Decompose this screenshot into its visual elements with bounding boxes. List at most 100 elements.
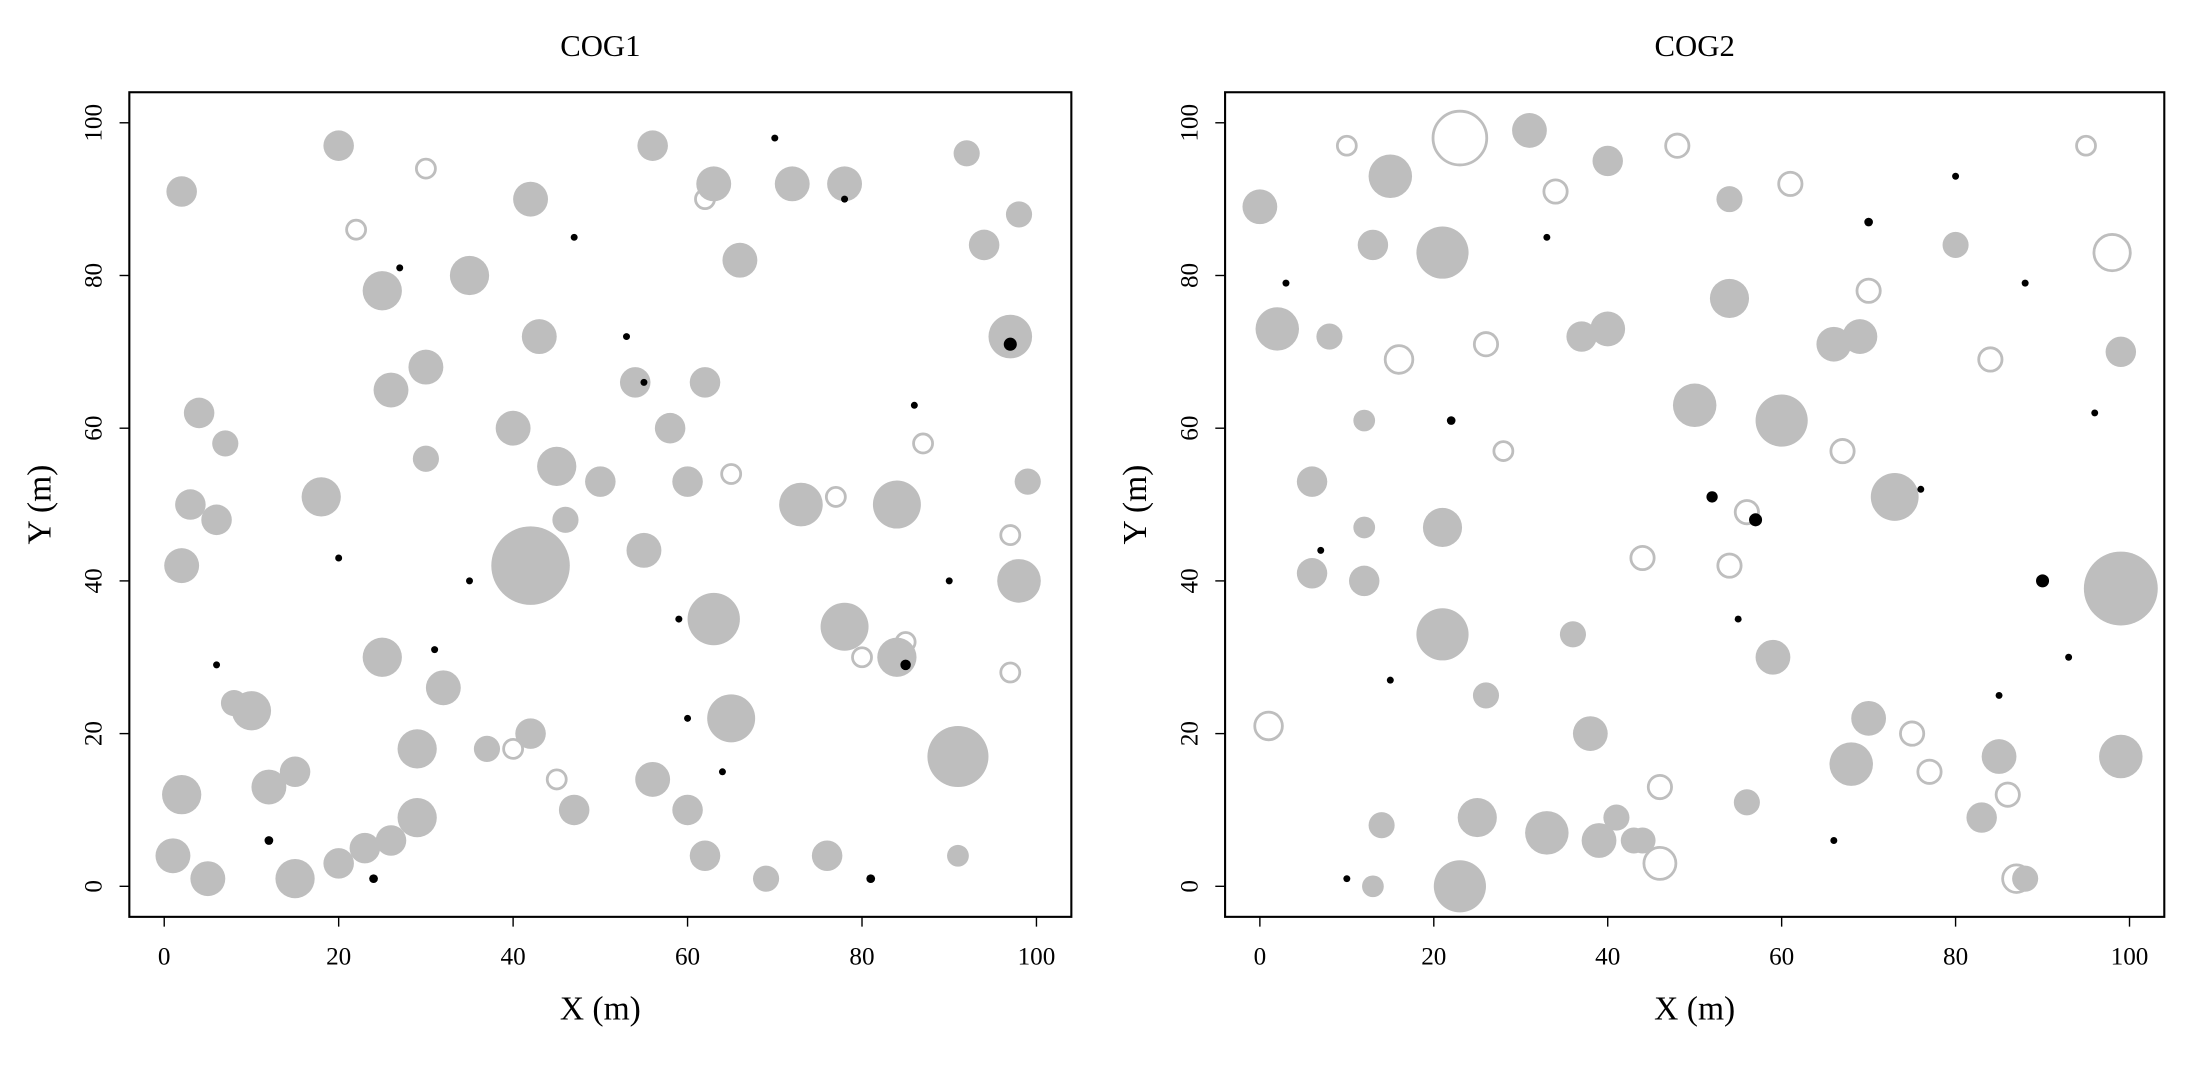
- point: [626, 532, 662, 568]
- point: [1642, 846, 1678, 881]
- point: [820, 602, 869, 651]
- point: [1542, 178, 1569, 205]
- point: [175, 489, 206, 520]
- point: [414, 157, 437, 180]
- point: [997, 559, 1041, 603]
- point: [473, 735, 501, 762]
- point: [1386, 676, 1394, 684]
- point: [570, 233, 578, 241]
- point: [301, 477, 341, 517]
- point: [585, 466, 616, 497]
- point: [1362, 875, 1384, 898]
- point: [1816, 326, 1852, 362]
- point: [2091, 409, 2099, 417]
- point: [851, 646, 873, 669]
- point: [672, 466, 703, 497]
- x-axis-label: X (m): [1654, 991, 1735, 1028]
- point: [927, 725, 989, 788]
- point: [1353, 516, 1376, 539]
- point: [718, 768, 726, 776]
- point: [521, 319, 557, 355]
- point: [513, 181, 549, 217]
- x-axis-label: X (m): [560, 991, 641, 1028]
- point: [637, 130, 668, 161]
- y-axis-label: Y (m): [1117, 465, 1154, 545]
- x-tick-label: 0: [1254, 944, 1267, 971]
- point: [1603, 804, 1630, 831]
- point: [2099, 734, 2143, 779]
- point: [689, 840, 721, 872]
- point: [335, 554, 343, 562]
- point: [1446, 416, 1456, 425]
- point: [1572, 716, 1608, 751]
- point: [619, 367, 651, 398]
- x-tick-label: 20: [1421, 944, 1446, 971]
- point: [491, 526, 570, 605]
- point: [1317, 546, 1325, 554]
- chart-title: COG2: [1655, 29, 1735, 63]
- point: [1966, 802, 1997, 833]
- point: [1709, 278, 1750, 318]
- x-tick-label: 100: [2111, 944, 2149, 971]
- point: [1416, 226, 1469, 279]
- point: [1316, 323, 1343, 350]
- point: [1282, 279, 1290, 287]
- point: [1917, 485, 1925, 493]
- point: [349, 832, 381, 864]
- point: [1422, 507, 1463, 548]
- plot-frame: [128, 91, 1073, 918]
- point: [1253, 710, 1284, 742]
- point: [1431, 109, 1489, 167]
- point: [1977, 346, 2004, 373]
- point: [1296, 558, 1328, 589]
- point: [1716, 186, 1743, 213]
- point: [1005, 201, 1033, 228]
- point: [779, 482, 823, 527]
- x-tick-label: 20: [326, 944, 351, 971]
- y-tick-label: 80: [1176, 263, 1203, 288]
- point: [466, 577, 473, 585]
- point: [166, 176, 197, 207]
- point: [771, 134, 779, 142]
- point: [2075, 134, 2097, 157]
- point: [1829, 742, 1873, 786]
- point: [397, 797, 437, 838]
- x-tick-label: 60: [1769, 944, 1794, 971]
- point: [1734, 615, 1742, 623]
- point: [945, 577, 953, 585]
- point: [1525, 811, 1569, 855]
- point: [1899, 720, 1926, 747]
- point: [999, 524, 1022, 546]
- point: [537, 446, 577, 486]
- point: [866, 874, 876, 884]
- point: [369, 874, 378, 884]
- point: [872, 480, 921, 529]
- point: [2092, 233, 2132, 273]
- point: [190, 861, 226, 897]
- point: [635, 761, 671, 797]
- point: [408, 349, 444, 385]
- point: [1864, 217, 1873, 227]
- point: [841, 195, 849, 203]
- x-tick-label: 40: [1595, 944, 1620, 971]
- x-tick-label: 60: [675, 944, 700, 971]
- y-tick-label: 80: [81, 263, 108, 288]
- point: [640, 378, 648, 386]
- point: [1664, 132, 1691, 159]
- point: [1416, 608, 1469, 661]
- point: [1755, 394, 1808, 447]
- y-tick-label: 60: [1176, 416, 1203, 441]
- point: [1777, 170, 1804, 197]
- y-tick-label: 20: [81, 721, 108, 746]
- point: [2021, 279, 2029, 287]
- point: [623, 333, 630, 341]
- point: [1566, 321, 1597, 352]
- point: [900, 659, 911, 671]
- point: [687, 592, 740, 646]
- x-tick-label: 80: [849, 944, 874, 971]
- point: [1995, 691, 2003, 699]
- point: [1343, 875, 1351, 883]
- point: [947, 844, 969, 867]
- point: [1472, 682, 1500, 709]
